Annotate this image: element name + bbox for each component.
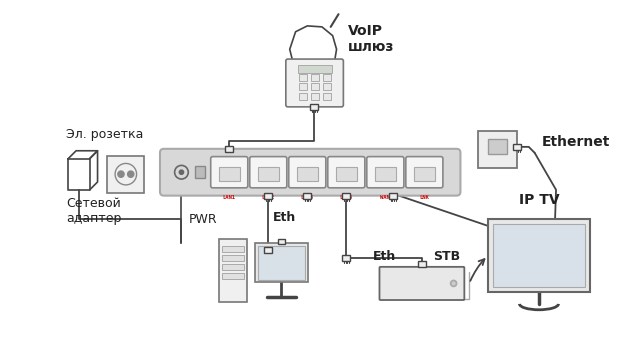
- Text: STB: STB: [434, 250, 461, 263]
- FancyBboxPatch shape: [406, 157, 443, 188]
- FancyBboxPatch shape: [328, 157, 365, 188]
- Bar: [195, 167, 205, 178]
- Bar: [493, 224, 585, 287]
- Bar: [108, 156, 144, 193]
- Text: LNK: LNK: [419, 195, 429, 200]
- Circle shape: [118, 171, 124, 177]
- Bar: [418, 261, 426, 267]
- Bar: [297, 167, 318, 181]
- Bar: [220, 239, 247, 302]
- FancyBboxPatch shape: [211, 157, 248, 188]
- Bar: [513, 144, 521, 150]
- FancyBboxPatch shape: [367, 157, 404, 188]
- Bar: [323, 93, 331, 100]
- Text: LAN1: LAN1: [223, 195, 236, 200]
- Text: Ethernet: Ethernet: [541, 135, 610, 149]
- Text: LAN3: LAN3: [301, 195, 313, 200]
- Text: VoIP
шлюз: VoIP шлюз: [348, 24, 394, 54]
- Text: PWR: PWR: [189, 212, 218, 226]
- Bar: [299, 84, 307, 90]
- Text: LAN4: LAN4: [340, 195, 353, 200]
- FancyBboxPatch shape: [379, 267, 465, 300]
- FancyBboxPatch shape: [249, 157, 287, 188]
- Bar: [323, 74, 331, 80]
- Bar: [488, 139, 508, 154]
- Bar: [277, 239, 285, 244]
- Bar: [310, 104, 318, 110]
- Bar: [336, 167, 357, 181]
- Text: Сетевой
адаптер: Сетевой адаптер: [67, 197, 122, 224]
- FancyBboxPatch shape: [160, 149, 460, 195]
- Bar: [389, 193, 397, 199]
- Bar: [414, 167, 435, 181]
- Text: Эл. розетка: Эл. розетка: [67, 128, 144, 141]
- Bar: [264, 247, 272, 253]
- Bar: [258, 247, 305, 279]
- Bar: [225, 146, 233, 152]
- Circle shape: [128, 171, 134, 177]
- Bar: [223, 247, 244, 252]
- Bar: [342, 193, 350, 199]
- Bar: [223, 264, 244, 270]
- Bar: [311, 84, 319, 90]
- FancyBboxPatch shape: [289, 157, 326, 188]
- Bar: [223, 255, 244, 261]
- FancyBboxPatch shape: [286, 59, 343, 107]
- Text: Eth: Eth: [373, 250, 396, 263]
- Bar: [264, 193, 272, 199]
- Bar: [374, 167, 396, 181]
- Circle shape: [180, 170, 183, 174]
- Text: WAN: WAN: [381, 195, 390, 200]
- Bar: [304, 193, 311, 199]
- Bar: [311, 93, 319, 100]
- Circle shape: [451, 281, 457, 286]
- Bar: [299, 74, 307, 80]
- Bar: [297, 65, 332, 73]
- Bar: [254, 243, 309, 282]
- Bar: [311, 74, 319, 80]
- Bar: [223, 273, 244, 278]
- Bar: [323, 84, 331, 90]
- Text: LAN2: LAN2: [262, 195, 275, 200]
- Bar: [488, 219, 590, 292]
- Bar: [258, 167, 279, 181]
- Text: Eth: Eth: [273, 211, 297, 224]
- Text: IP TV: IP TV: [519, 193, 559, 207]
- Bar: [218, 167, 240, 181]
- Bar: [299, 93, 307, 100]
- Bar: [342, 255, 350, 261]
- Bar: [478, 131, 517, 168]
